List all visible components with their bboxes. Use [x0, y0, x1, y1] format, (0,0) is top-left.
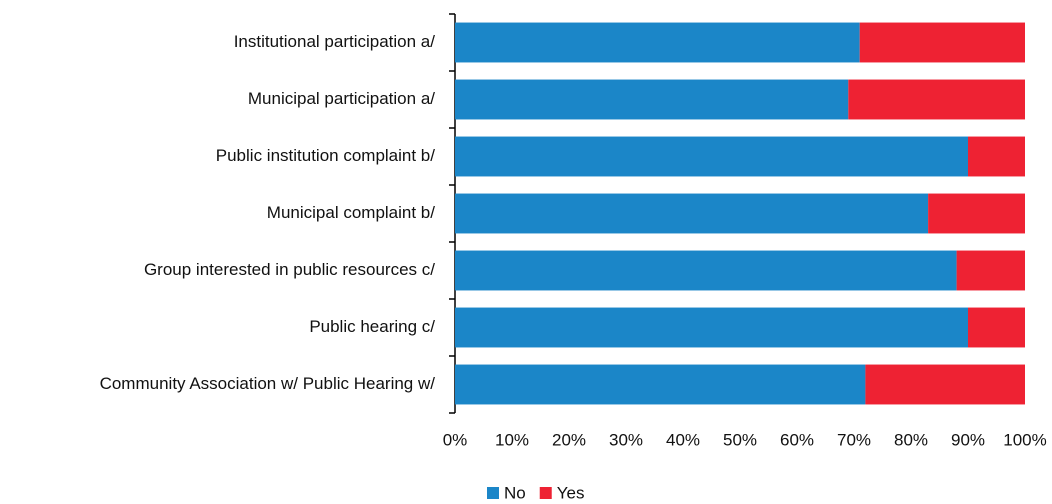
bar-segment [848, 79, 1025, 120]
bar-segment [865, 364, 1025, 405]
bar-segment [455, 364, 866, 405]
y-tick-label: Municipal complaint b/ [267, 203, 435, 222]
y-tick-label: Municipal participation a/ [248, 89, 435, 108]
x-tick-label: 50% [723, 430, 757, 449]
x-tick-label: 60% [780, 430, 814, 449]
bar-segment [859, 22, 1025, 63]
bar-segment [455, 307, 968, 348]
y-tick-label: Community Association w/ Public Hearing … [100, 374, 436, 393]
x-tick-label: 90% [951, 430, 985, 449]
bar-segment [968, 307, 1025, 348]
x-tick-label: 80% [894, 430, 928, 449]
x-tick-label: 0% [443, 430, 468, 449]
bar-segment [968, 136, 1025, 177]
bar-segment [455, 250, 957, 291]
bar-segment [455, 22, 860, 63]
legend-label: Yes [557, 483, 585, 502]
x-tick-label: 30% [609, 430, 643, 449]
x-tick-label: 10% [495, 430, 529, 449]
legend-label: No [504, 483, 526, 502]
bar-segment [956, 250, 1025, 291]
bar-segment [928, 193, 1025, 234]
bar-segment [455, 193, 929, 234]
y-tick-label: Group interested in public resources c/ [144, 260, 435, 279]
bar-segment [455, 79, 849, 120]
y-tick-label: Public hearing c/ [309, 317, 435, 336]
legend-swatch [487, 487, 499, 499]
y-tick-label: Institutional participation a/ [234, 32, 436, 51]
y-tick-label: Public institution complaint b/ [216, 146, 436, 165]
legend-swatch [539, 487, 552, 499]
x-tick-label: 40% [666, 430, 700, 449]
x-tick-label: 20% [552, 430, 586, 449]
x-tick-label: 70% [837, 430, 871, 449]
x-tick-label: 100% [1003, 430, 1046, 449]
bar-segment [455, 136, 968, 177]
